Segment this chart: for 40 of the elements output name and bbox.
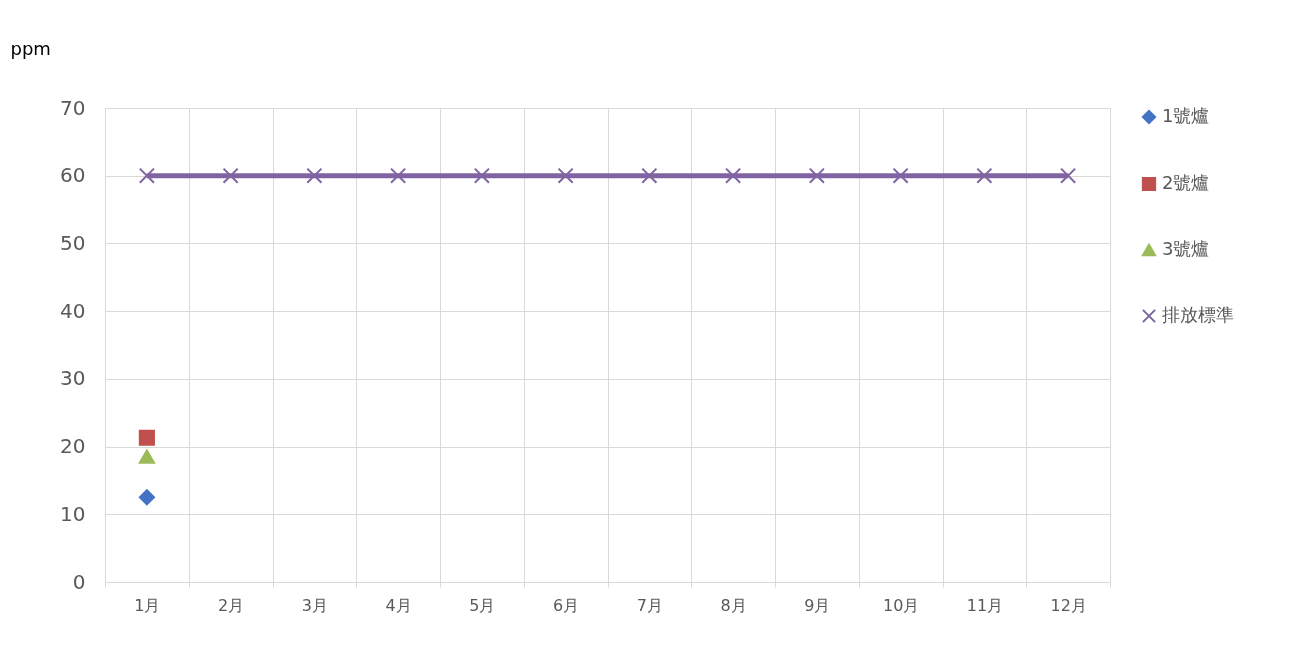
- point: [138, 429, 155, 446]
- point: [1060, 167, 1077, 184]
- y-tick-label: 50: [60, 230, 86, 255]
- x-tick-label: 7月: [636, 595, 663, 615]
- point: [222, 167, 239, 184]
- y-tick-label: 20: [60, 434, 86, 459]
- point: [725, 167, 742, 184]
- y-tick-label: 60: [60, 163, 86, 188]
- x-tick-label: 6月: [553, 595, 580, 615]
- x-tick-label: 10月: [882, 595, 920, 615]
- point: [138, 489, 155, 506]
- legend-label: 排放標準: [1162, 304, 1234, 325]
- x-tick-label: 1月: [134, 595, 161, 615]
- y-tick-label: 30: [60, 366, 86, 391]
- x-tick-label: 2月: [218, 595, 245, 615]
- point: [557, 167, 574, 184]
- point: [641, 167, 658, 184]
- x-tick-label: 4月: [385, 595, 412, 615]
- point: [473, 167, 490, 184]
- x-tick-label: 11月: [966, 595, 1004, 615]
- y-tick-label: 10: [60, 501, 86, 526]
- legend-label: 3號爐: [1162, 238, 1210, 259]
- y-tick-label: 70: [60, 95, 86, 120]
- legend-label: 2號爐: [1162, 172, 1210, 193]
- point: [976, 167, 993, 184]
- point: [138, 449, 155, 464]
- y-tick-label: 0: [72, 569, 86, 594]
- point: [808, 167, 825, 184]
- x-tick-label: 5月: [469, 595, 496, 615]
- x-tick-label: 8月: [720, 595, 747, 615]
- point: [138, 167, 155, 184]
- x-tick-label: 9月: [804, 595, 831, 615]
- y-tick-label: 40: [60, 298, 86, 323]
- x-tick-label: 3月: [301, 595, 328, 615]
- x-tick-label: 12月: [1050, 595, 1087, 615]
- legend-label: 1號爐: [1162, 105, 1210, 126]
- y-axis-title: ppm: [10, 37, 51, 59]
- point: [390, 167, 407, 184]
- point: [306, 167, 323, 184]
- point: [892, 167, 909, 184]
